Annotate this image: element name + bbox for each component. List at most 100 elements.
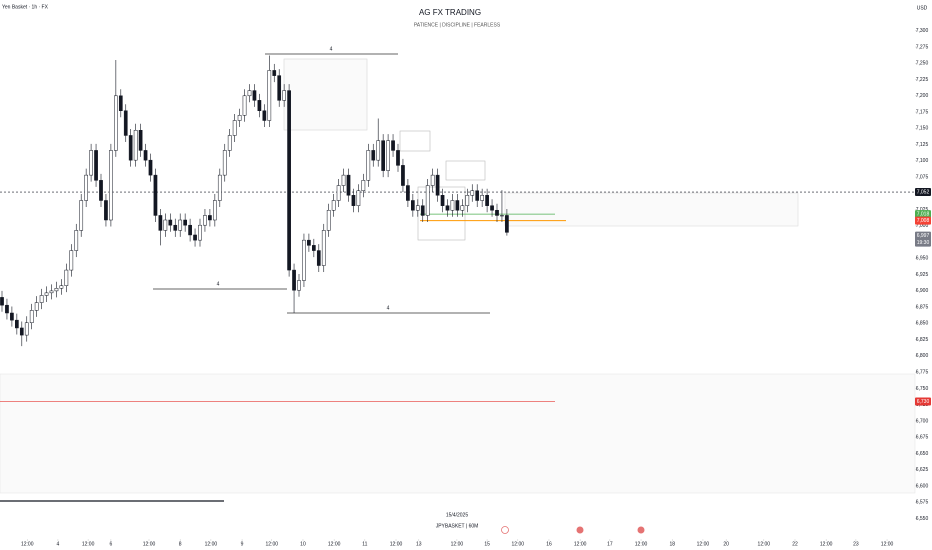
y-tick-label: 6,925 bbox=[916, 272, 929, 278]
x-tick-label: 15 bbox=[484, 541, 490, 547]
price-tag bbox=[915, 231, 931, 247]
y-tick-label: 6,625 bbox=[916, 467, 929, 473]
candle-body bbox=[153, 174, 158, 216]
annotation: 4 bbox=[217, 281, 220, 287]
x-tick-label: 12:00 bbox=[697, 541, 710, 547]
candle-body bbox=[89, 150, 93, 176]
y-tick-label: 6,850 bbox=[916, 321, 929, 327]
event-icon bbox=[501, 526, 509, 534]
y-tick-label: 6,875 bbox=[916, 304, 929, 310]
candle-body bbox=[490, 205, 494, 211]
candle-body bbox=[312, 245, 316, 251]
candle-body bbox=[445, 205, 450, 211]
x-tick-label: 12:00 bbox=[512, 541, 525, 547]
x-tick-label: 17 bbox=[607, 541, 613, 547]
candle-body bbox=[500, 215, 504, 217]
y-tick-label: 7,300 bbox=[916, 28, 929, 34]
chart-title: AG FX TRADING bbox=[419, 8, 481, 17]
candle-body bbox=[425, 185, 430, 216]
candle-body bbox=[188, 224, 192, 236]
candle-body bbox=[193, 234, 197, 241]
x-tick-label: 12:00 bbox=[881, 541, 894, 547]
zone bbox=[399, 130, 431, 152]
candle-body bbox=[183, 219, 188, 226]
candle-body bbox=[34, 302, 39, 311]
candle-body bbox=[396, 150, 400, 166]
candle-body bbox=[247, 90, 252, 97]
candle-body bbox=[361, 180, 366, 191]
candle-body bbox=[475, 190, 480, 201]
y-tick-label: 7,100 bbox=[916, 158, 929, 164]
y-tick-label: 6,950 bbox=[916, 256, 929, 262]
zone bbox=[283, 58, 368, 131]
y-tick-label: 6,700 bbox=[916, 418, 929, 424]
candle-body bbox=[485, 195, 489, 206]
y-tick-label: 7,075 bbox=[916, 174, 929, 180]
candle-body bbox=[168, 219, 173, 226]
candle-body bbox=[371, 150, 376, 161]
candle-body bbox=[386, 140, 390, 171]
candle-body bbox=[460, 205, 465, 211]
candle-body bbox=[54, 288, 59, 292]
y-tick-label: 7,175 bbox=[916, 109, 929, 115]
y-tick-label: 7,250 bbox=[916, 61, 929, 67]
x-tick-label: 12:00 bbox=[143, 541, 156, 547]
zones bbox=[0, 58, 916, 494]
price-tag-label: 6,997 bbox=[917, 233, 930, 239]
x-tick-label: 12:00 bbox=[451, 541, 464, 547]
candle-body bbox=[391, 140, 395, 151]
candle-body bbox=[24, 322, 29, 336]
x-tick-label: 13 bbox=[416, 541, 422, 547]
zone bbox=[0, 373, 916, 494]
candle-body bbox=[69, 250, 74, 271]
x-tick-label: 12:00 bbox=[390, 541, 403, 547]
annotation: 4 bbox=[330, 46, 333, 52]
candle-body bbox=[252, 90, 257, 101]
y-tick-label: 6,800 bbox=[916, 353, 929, 359]
candle-body bbox=[430, 174, 435, 186]
event-icon bbox=[637, 526, 645, 534]
candle-body bbox=[208, 215, 212, 221]
y-tick-label: 6,750 bbox=[916, 386, 929, 392]
candle-body bbox=[401, 165, 405, 186]
candle-body bbox=[198, 224, 202, 241]
price-tag-label: 7,008 bbox=[917, 218, 930, 224]
candle-body bbox=[19, 327, 24, 336]
candle-body bbox=[29, 310, 34, 324]
x-tick-label: 12:00 bbox=[574, 541, 587, 547]
y-tick-label: 6,825 bbox=[916, 337, 929, 343]
price-tag bbox=[915, 397, 931, 406]
y-tick-label: 6,550 bbox=[916, 516, 929, 522]
candle-body bbox=[39, 295, 44, 303]
candle-body bbox=[133, 130, 138, 161]
candle-body bbox=[114, 95, 118, 151]
candle-body bbox=[302, 239, 306, 281]
candle-body bbox=[321, 230, 326, 266]
candle-body bbox=[420, 205, 425, 216]
candle-body bbox=[44, 292, 49, 296]
candle-body bbox=[99, 180, 103, 201]
candle-body bbox=[74, 230, 79, 251]
candle-body bbox=[307, 239, 311, 246]
candle-body bbox=[5, 304, 9, 314]
x-tick-label: 11 bbox=[362, 541, 367, 547]
y-tick-label: 6,650 bbox=[916, 451, 929, 457]
candle-body bbox=[178, 219, 183, 231]
x-tick-label: 12:00 bbox=[328, 541, 341, 547]
x-tick-label: 12:00 bbox=[21, 541, 34, 547]
date-label: 15/4/2025 bbox=[446, 512, 468, 518]
chart-subtitle: PATIENCE | DISCIPLINE | FEARLESS bbox=[414, 22, 501, 28]
zone bbox=[445, 160, 486, 181]
candle-body bbox=[282, 90, 286, 101]
candle-body bbox=[366, 150, 371, 181]
candle-body bbox=[232, 120, 237, 136]
x-tick-label: 12:00 bbox=[758, 541, 771, 547]
price-tag bbox=[915, 210, 931, 219]
y-tick-label: 6,575 bbox=[916, 500, 929, 506]
candle-body bbox=[109, 150, 113, 221]
candle-body bbox=[118, 95, 123, 111]
price-tag bbox=[915, 216, 931, 225]
candle-body bbox=[356, 190, 361, 206]
price-tag-label: 7,018 bbox=[917, 211, 930, 217]
x-tick-label: 10 bbox=[300, 541, 306, 547]
